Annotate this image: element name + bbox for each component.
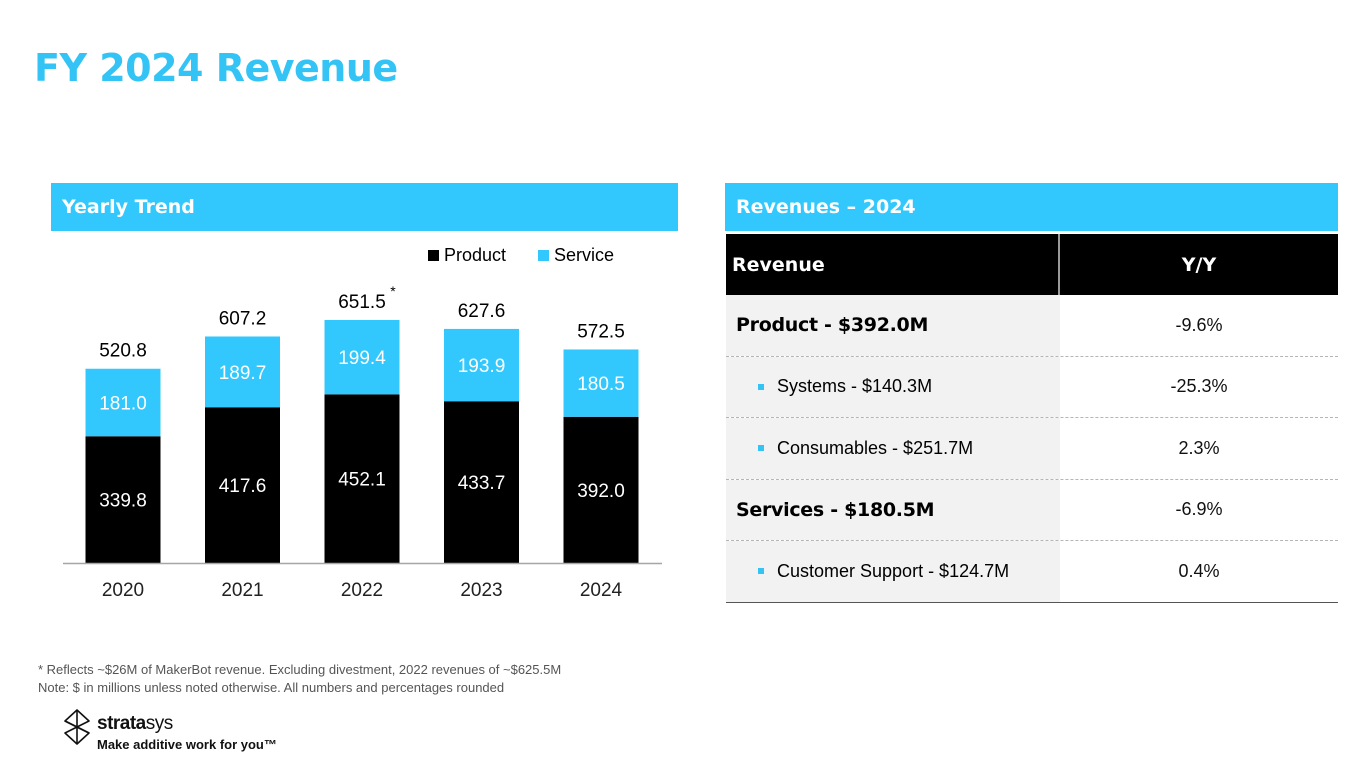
bullet-icon bbox=[758, 445, 764, 452]
yearly-trend-header: Yearly Trend bbox=[51, 183, 678, 231]
data-label-product-2021: 417.6 bbox=[219, 476, 267, 497]
revenue-cell: Services - $180.5M bbox=[726, 479, 1060, 540]
revenue-label: Customer Support - $124.7M bbox=[777, 560, 1010, 581]
brand-tagline: Make additive work for you™ bbox=[97, 737, 277, 752]
revenues-2024-header: Revenues – 2024 bbox=[725, 183, 1338, 231]
table-row: Consumables - $251.7M 2.3% bbox=[726, 418, 1338, 480]
yy-cell: 2.3% bbox=[1178, 437, 1220, 458]
yy-cell: 0.4% bbox=[1178, 560, 1220, 581]
total-label-2021: 607.2 bbox=[219, 308, 267, 329]
stratasys-logo-icon bbox=[64, 709, 90, 745]
data-label-service-2023: 193.9 bbox=[458, 356, 506, 377]
bar-product-2022 bbox=[324, 394, 400, 563]
column-header-revenue: Revenue bbox=[726, 234, 1060, 295]
legend-item-product: Product bbox=[428, 245, 506, 266]
yy-cell: -6.9% bbox=[1175, 499, 1223, 520]
table-row: Customer Support - $124.7M 0.4% bbox=[726, 541, 1338, 603]
data-label-service-2022: 199.4 bbox=[338, 348, 386, 369]
revenue-cell: Customer Support - $124.7M bbox=[726, 541, 1060, 602]
table-row: Product - $392.0M -9.6% bbox=[726, 295, 1338, 357]
revenue-label: Services - $180.5M bbox=[736, 498, 935, 521]
brand-wordmark: stratasys bbox=[97, 713, 173, 735]
revenue-cell: Systems - $140.3M bbox=[726, 356, 1060, 417]
bar-product-2024 bbox=[563, 416, 639, 563]
x-tick-label-2024: 2024 bbox=[580, 580, 623, 601]
page-title: FY 2024 Revenue bbox=[34, 46, 398, 90]
data-label-product-2024: 392.0 bbox=[577, 481, 625, 502]
revenue-cell: Product - $392.0M bbox=[726, 295, 1060, 356]
x-tick-label-2023: 2023 bbox=[460, 580, 502, 601]
table-header-row: Revenue Y/Y bbox=[726, 234, 1338, 295]
data-label-service-2021: 189.7 bbox=[219, 363, 267, 384]
total-label-2022: 651.5 bbox=[338, 292, 386, 313]
revenue-label: Systems - $140.3M bbox=[777, 376, 933, 397]
bar-service-2023 bbox=[444, 328, 519, 402]
legend-label-product: Product bbox=[444, 245, 507, 265]
total-label-2023: 627.6 bbox=[458, 301, 506, 322]
x-tick-label-2022: 2022 bbox=[341, 580, 383, 601]
data-label-product-2023: 433.7 bbox=[458, 473, 506, 494]
bar-service-2021 bbox=[205, 336, 280, 408]
brand-name-light: sys bbox=[145, 713, 174, 734]
bullet-icon bbox=[758, 568, 764, 575]
yy-cell: -9.6% bbox=[1175, 314, 1223, 335]
data-label-service-2020: 181.0 bbox=[99, 394, 147, 415]
revenue-label: Product - $392.0M bbox=[736, 314, 929, 337]
legend-swatch-service bbox=[538, 250, 549, 261]
legend-swatch-product bbox=[428, 250, 439, 261]
data-label-service-2024: 180.5 bbox=[577, 374, 625, 395]
total-label-2024: 572.5 bbox=[577, 321, 625, 342]
data-label-product-2020: 339.8 bbox=[99, 491, 147, 512]
footnote-makerbot: * Reflects ~$26M of MakerBot revenue. Ex… bbox=[38, 662, 562, 677]
yy-cell: -25.3% bbox=[1170, 376, 1228, 397]
total-annotation-2022: * bbox=[390, 283, 396, 299]
revenue-label: Consumables - $251.7M bbox=[777, 437, 974, 458]
table-row: Systems - $140.3M -25.3% bbox=[726, 356, 1338, 418]
bar-product-2020 bbox=[85, 436, 161, 563]
bar-product-2023 bbox=[444, 401, 519, 563]
x-tick-label-2020: 2020 bbox=[102, 580, 144, 601]
footnote-note: Note: $ in millions unless noted otherwi… bbox=[38, 680, 505, 695]
bar-product-2021 bbox=[205, 407, 280, 563]
legend-item-service: Service bbox=[538, 245, 614, 266]
yearly-trend-chart: 339.8 181.0 520.8 2020 417.6 189.7 607.2 2021 45… bbox=[63, 283, 662, 601]
total-label-2020: 520.8 bbox=[99, 341, 147, 362]
column-header-yy: Y/Y bbox=[1181, 253, 1217, 276]
legend-label-service: Service bbox=[554, 245, 615, 265]
brand-name-bold: strata bbox=[97, 713, 146, 734]
bullet-icon bbox=[758, 383, 764, 390]
data-label-product-2022: 452.1 bbox=[338, 470, 386, 491]
table-row: Services - $180.5M -6.9% bbox=[726, 479, 1338, 541]
bar-service-2024 bbox=[563, 349, 639, 417]
revenue-table: Revenue Y/Y Product - $392.0M -9.6% System… bbox=[726, 234, 1338, 603]
bar-service-2022 bbox=[324, 320, 400, 395]
bar-service-2020 bbox=[85, 368, 161, 437]
x-tick-label-2021: 2021 bbox=[221, 580, 263, 601]
revenue-cell: Consumables - $251.7M bbox=[726, 418, 1060, 479]
